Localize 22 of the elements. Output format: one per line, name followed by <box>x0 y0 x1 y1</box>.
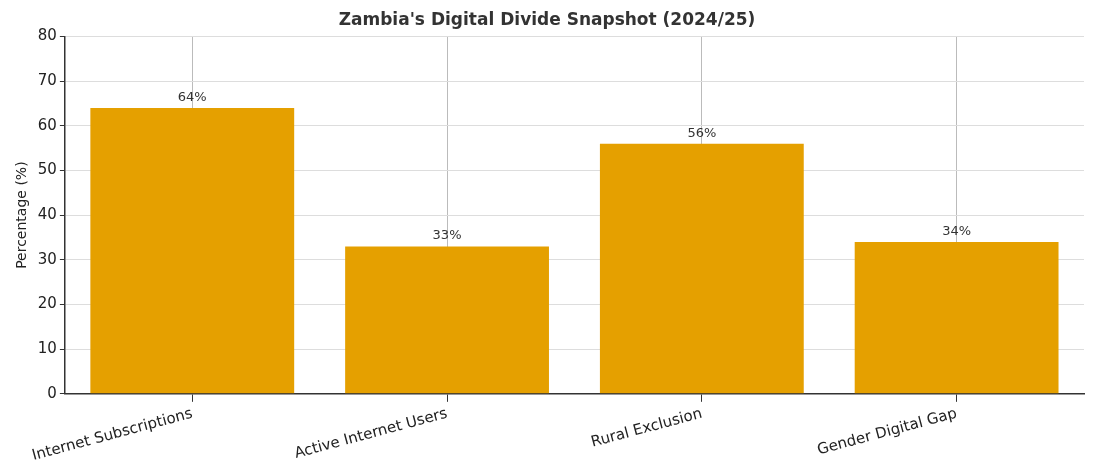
chart-title: Zambia's Digital Divide Snapshot (2024/25) <box>338 8 756 29</box>
y-tick-label: 0 <box>47 383 57 402</box>
y-tick-label: 70 <box>37 70 57 89</box>
bar <box>90 107 295 394</box>
y-tick-label: 80 <box>37 26 57 45</box>
x-tick-label: Gender Digital Gap <box>815 403 959 459</box>
bar <box>345 246 549 394</box>
data-label: 64% <box>177 88 207 104</box>
y-tick-label: 60 <box>37 115 57 134</box>
y-tick-label: 20 <box>37 294 57 313</box>
data-label: 33% <box>432 227 462 243</box>
bar <box>854 241 1059 394</box>
data-label: 34% <box>942 222 972 238</box>
data-label: 56% <box>687 124 717 140</box>
x-tick-label: Rural Exclusion <box>588 403 704 451</box>
bar <box>599 143 804 394</box>
y-tick-label: 10 <box>37 339 57 358</box>
y-tick-label: 40 <box>37 205 57 223</box>
y-tick-label: 30 <box>37 249 57 268</box>
y-tick-label: 50 <box>37 160 57 179</box>
x-tick-label: Active Internet Users <box>292 403 450 462</box>
y-axis-title: Percentage (%) <box>13 161 30 269</box>
